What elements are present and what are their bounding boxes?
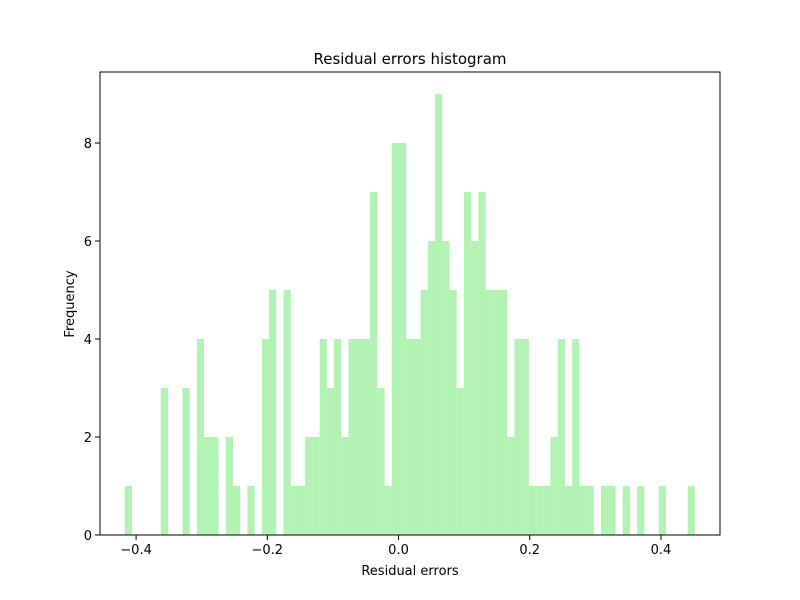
histogram-bar [478, 192, 486, 536]
histogram-bar [456, 388, 464, 535]
histogram-bar [557, 339, 565, 535]
y-tick-label: 4 [84, 333, 92, 348]
histogram-bar [658, 486, 667, 535]
histogram-bar [586, 486, 594, 535]
histogram-bar [326, 388, 335, 535]
x-axis-label: Residual errors [361, 564, 459, 579]
histogram-bar [398, 143, 407, 536]
histogram-bar [637, 486, 645, 535]
histogram-bar [290, 486, 298, 535]
histogram-bar [124, 486, 132, 535]
histogram-bar [427, 241, 436, 535]
histogram-bar [348, 339, 356, 535]
y-axis-label: Frequency [63, 270, 78, 337]
y-tick-label: 6 [84, 235, 92, 250]
histogram-bar [312, 437, 320, 535]
histogram-bar [622, 486, 630, 535]
x-tick-label: 0.0 [388, 543, 409, 558]
histogram-bar [341, 437, 349, 535]
histogram-bar [492, 290, 501, 535]
histogram-bar [485, 290, 493, 535]
histogram-bar [232, 486, 241, 535]
y-tick-label: 2 [84, 431, 92, 446]
histogram-bar [463, 192, 472, 536]
y-tick-label: 0 [84, 529, 92, 544]
histogram-bar [543, 486, 551, 535]
histogram-bar [225, 437, 233, 535]
histogram-bar [601, 486, 609, 535]
histogram-bar [687, 486, 695, 535]
x-tick-label: 0.2 [519, 543, 540, 558]
histogram-bar [377, 388, 385, 535]
x-tick-label: 0.4 [651, 543, 672, 558]
plot-frame [99, 71, 721, 536]
histogram-bar [204, 437, 212, 535]
histogram-bar [564, 486, 573, 535]
histogram-bar [362, 339, 371, 535]
histogram-bar [471, 241, 479, 535]
chart-title: Residual errors histogram [313, 50, 506, 68]
histogram-bar [305, 437, 313, 535]
histogram-bar [550, 437, 558, 535]
histogram-bar [572, 339, 580, 535]
histogram-bar [608, 486, 616, 535]
histogram-bar [435, 94, 443, 536]
histogram-bar [247, 486, 255, 535]
x-tick-label: −0.2 [252, 543, 284, 558]
histogram-bar [334, 339, 342, 535]
histogram-bar [536, 486, 544, 535]
y-axis-ticks: 0 2 4 6 8 [84, 137, 100, 544]
histogram-bar [413, 339, 421, 535]
histogram-bars [124, 94, 695, 536]
histogram-bar [521, 339, 529, 535]
histogram-bar [283, 290, 291, 535]
histogram-bar [391, 143, 399, 536]
histogram-bar [297, 486, 306, 535]
x-tick-label: −0.4 [120, 543, 152, 558]
histogram-bar [384, 486, 392, 535]
histogram-bar [528, 486, 537, 535]
histogram-bar [420, 290, 428, 535]
histogram-bar [507, 437, 515, 535]
histogram-bar [442, 241, 450, 535]
histogram-bar [319, 339, 327, 535]
histogram-bar [182, 388, 190, 535]
histogram-bar [370, 192, 378, 536]
histogram-bar [579, 486, 587, 535]
histogram-bar [211, 437, 219, 535]
histogram-bar [196, 339, 205, 535]
histogram-bar [269, 290, 277, 535]
histogram-bar [514, 339, 522, 535]
histogram-bar [355, 339, 363, 535]
x-axis-ticks: −0.4 −0.2 0.0 0.2 0.4 [120, 535, 671, 558]
histogram-bar [406, 339, 414, 535]
histogram-bar [160, 388, 169, 535]
y-tick-label: 8 [84, 137, 92, 152]
histogram-bar [500, 290, 508, 535]
histogram-bar [261, 339, 270, 535]
histogram-bar [449, 290, 457, 535]
